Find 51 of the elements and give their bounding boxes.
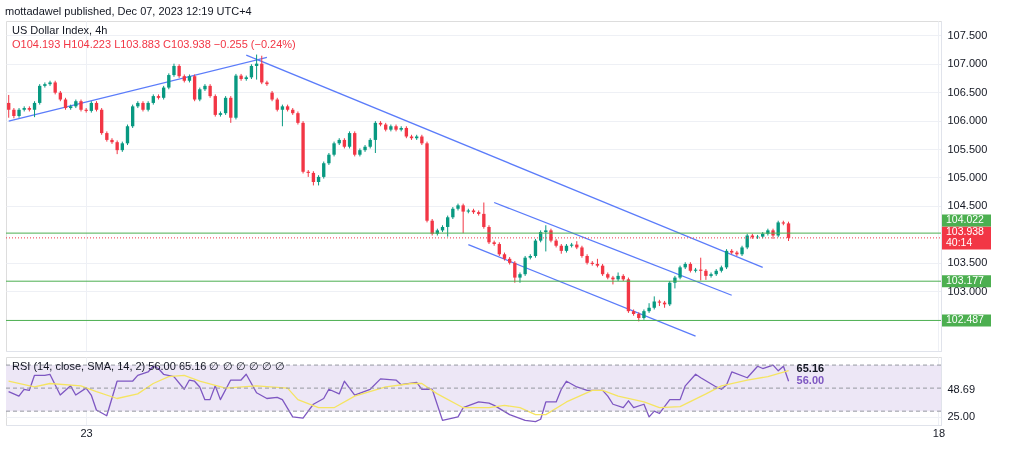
x-tick-label: 23 — [80, 426, 93, 439]
candlestick — [213, 93, 217, 118]
candlestick — [461, 203, 465, 234]
candlestick — [43, 81, 47, 89]
candlestick — [704, 268, 708, 281]
text: O104.193 H104.223 L103.883 C103.938 −0.255 (−0.24%) — [12, 38, 296, 50]
candlestick — [513, 260, 517, 284]
ref-line-label: 103.177 — [946, 274, 985, 287]
x-tick-label: 18 — [932, 426, 946, 439]
candlestick — [48, 80, 52, 87]
candlestick — [363, 144, 367, 153]
candlestick — [523, 255, 527, 277]
line-series — [7, 370, 790, 416]
line-series — [7, 364, 790, 423]
data-label: 65.16 — [796, 362, 825, 375]
text: mottadawel published, Dec 07, 2023 12:19 UTC+4 — [5, 4, 252, 17]
y-tick-label: 106.500 — [947, 85, 988, 98]
y-tick-label: 106.000 — [947, 114, 988, 127]
ref-line-label: 102.487 — [946, 313, 985, 326]
candlestick — [265, 80, 269, 87]
ref-line-label: 103.938 40:14 — [946, 225, 985, 249]
candlestick — [673, 275, 677, 289]
y-tick-label: 107.500 — [947, 28, 988, 41]
y-tick-label: 105.000 — [947, 170, 988, 183]
ref-line-label: 104.022 — [946, 213, 985, 226]
y-tick-label: 105.500 — [947, 142, 988, 155]
candlestick — [544, 224, 548, 252]
y-tick-label: 48.69 — [947, 383, 976, 396]
candlestick — [203, 83, 207, 92]
candlestick — [518, 271, 522, 284]
candlestick — [446, 215, 450, 238]
candlestick — [280, 104, 285, 127]
chart-title: US Dollar Index, 4h — [12, 24, 108, 36]
candlestick — [647, 302, 651, 314]
candlestick — [353, 130, 357, 157]
chart-title: RSI (14, close, SMA, 14, 2) 56.00 65.16 ∅ ∅ ∅ ∅ ∅ ∅ — [12, 360, 285, 372]
data-label: 56.00 — [796, 374, 825, 387]
candlestick — [110, 137, 114, 145]
candlestick — [482, 202, 486, 230]
y-tick-label: 25.00 — [947, 410, 976, 423]
candlestick — [616, 271, 620, 282]
y-tick-label: 103.000 — [947, 284, 988, 297]
candlestick — [192, 73, 197, 102]
candlestick — [229, 95, 233, 124]
y-tick-label: 104.500 — [947, 199, 988, 212]
candlestick — [130, 104, 135, 129]
candlestick — [709, 271, 713, 279]
candlestick — [239, 73, 243, 82]
y-tick-label: 107.000 — [947, 57, 988, 70]
y-tick-label: 103.500 — [947, 256, 988, 269]
candlestick — [7, 94, 11, 119]
